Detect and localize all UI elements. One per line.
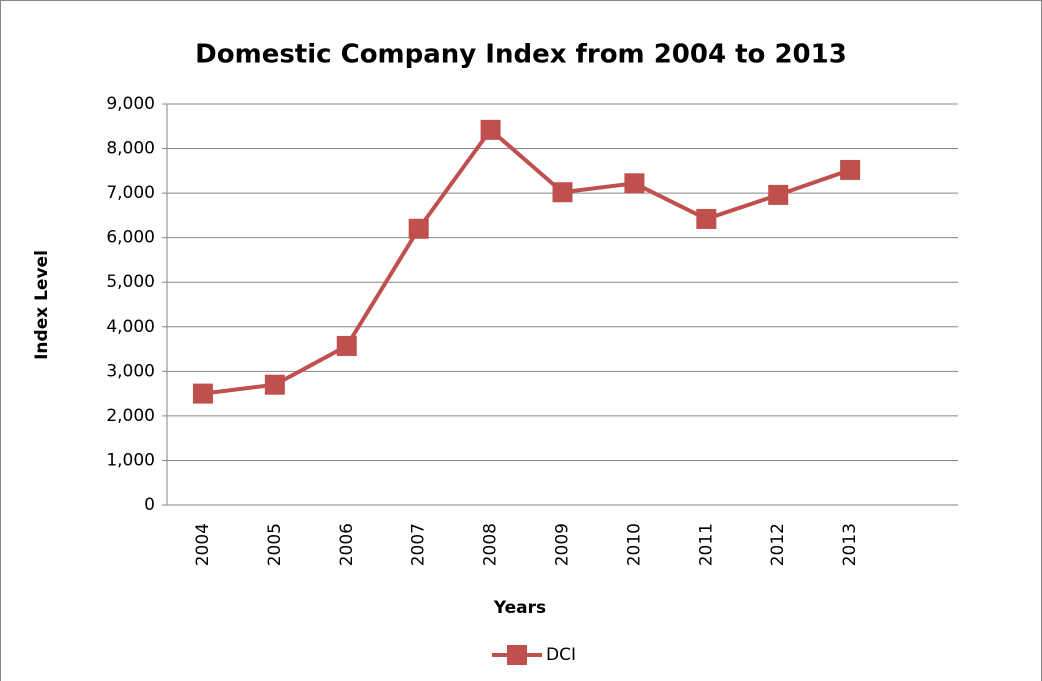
data-marker xyxy=(336,335,357,356)
y-tick-label: 3,000 xyxy=(106,361,155,381)
data-marker xyxy=(264,374,285,395)
data-marker xyxy=(624,173,645,194)
x-tick-label: 2006 xyxy=(337,523,357,566)
x-tick-label: 2008 xyxy=(481,523,501,566)
data-marker xyxy=(408,218,429,239)
y-tick-label: 9,000 xyxy=(106,94,155,114)
y-tick-label: 2,000 xyxy=(106,406,155,426)
x-tick-label: 2011 xyxy=(696,523,716,566)
x-tick-label: 2010 xyxy=(624,523,644,566)
y-tick-label: 7,000 xyxy=(106,183,155,203)
x-tick-label: 2012 xyxy=(768,523,788,566)
y-tick-label: 6,000 xyxy=(106,228,155,248)
legend-marker xyxy=(507,645,527,665)
data-marker xyxy=(192,383,213,404)
data-marker xyxy=(768,184,789,205)
x-axis-title: Years xyxy=(493,598,546,618)
y-tick-label: 1,000 xyxy=(106,450,155,470)
x-tick-label: 2013 xyxy=(840,523,860,566)
data-line xyxy=(202,127,851,396)
y-tick-label: 8,000 xyxy=(106,139,155,159)
data-marker xyxy=(696,208,717,229)
x-tick-label: 2009 xyxy=(553,523,573,566)
chart-title: Domestic Company Index from 2004 to 2013 xyxy=(195,40,847,70)
y-axis-title: Index Level xyxy=(32,250,52,360)
legend-label: DCI xyxy=(546,645,576,665)
y-tick-label: 0 xyxy=(144,495,155,515)
data-marker xyxy=(552,182,573,203)
x-tick-label: 2004 xyxy=(193,523,213,566)
y-tick-label: 5,000 xyxy=(106,272,155,292)
data-marker xyxy=(480,119,501,140)
y-tick-label: 4,000 xyxy=(106,317,155,337)
x-tick-label: 2007 xyxy=(409,523,429,566)
data-marker xyxy=(840,159,861,180)
x-tick-label: 2005 xyxy=(265,523,285,566)
